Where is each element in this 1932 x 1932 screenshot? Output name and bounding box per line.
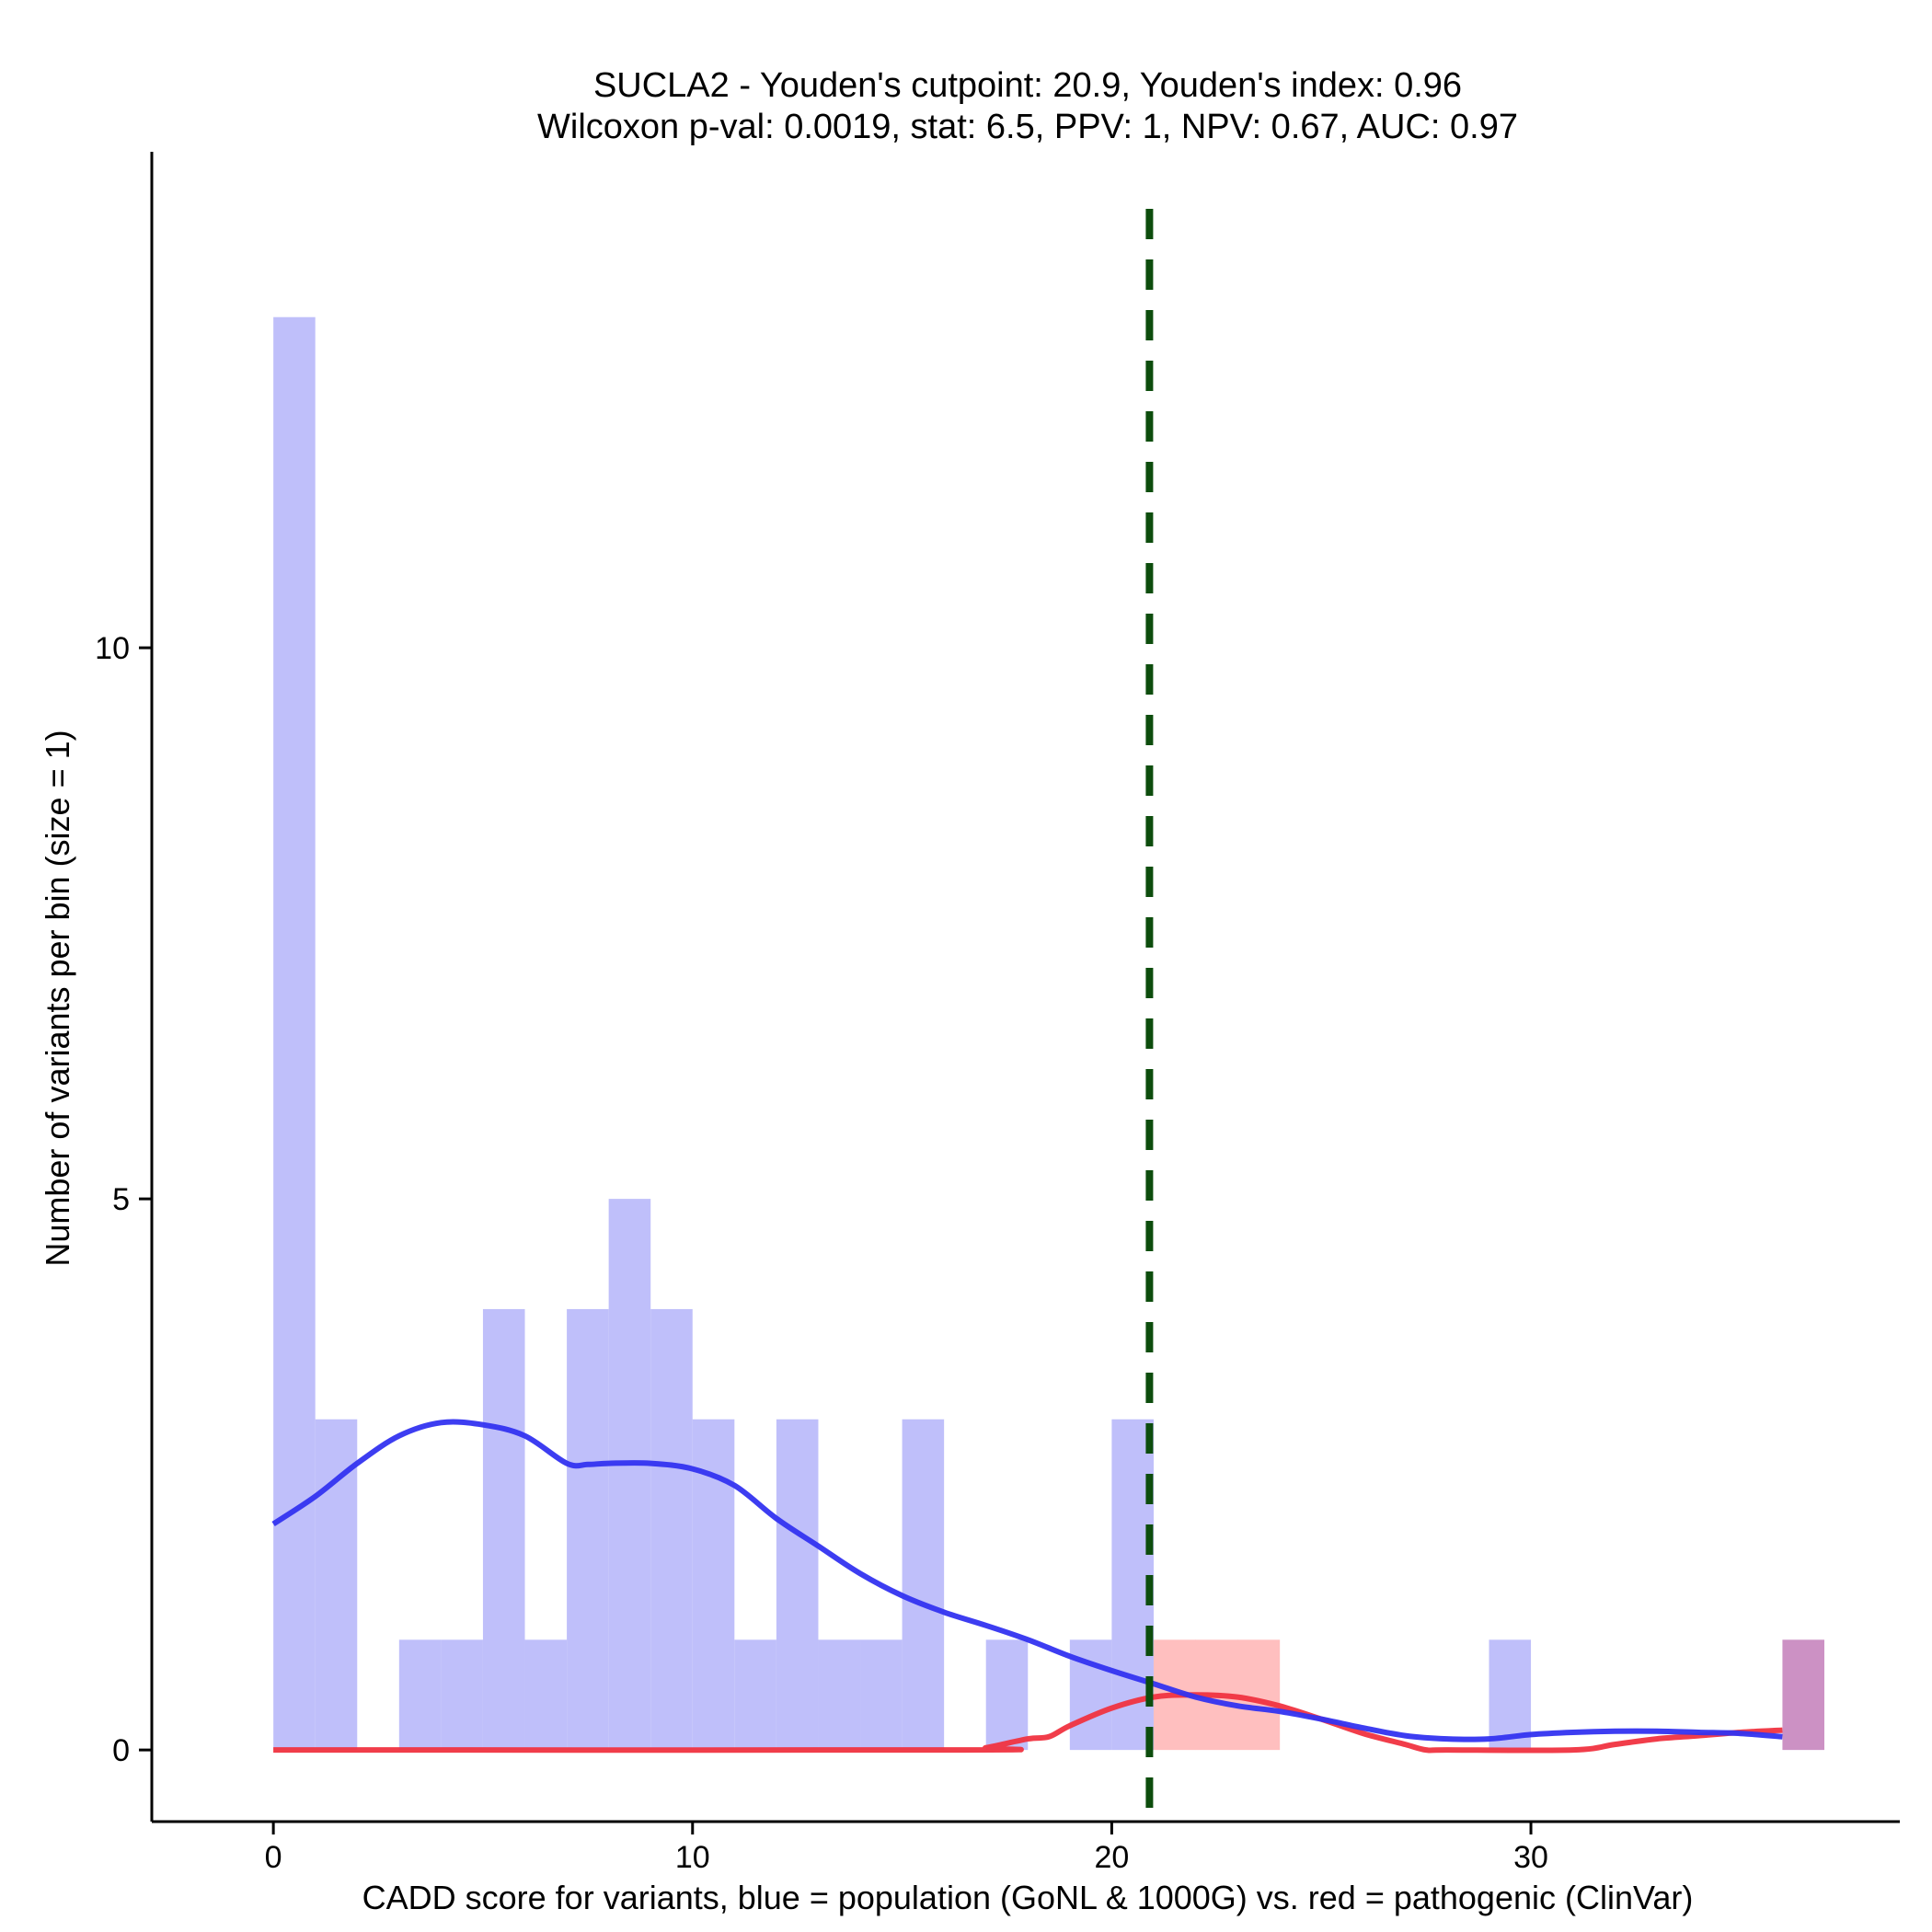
x-tick-label-20: 20 <box>1094 1840 1129 1875</box>
bar-overlap-36 <box>1782 1639 1824 1751</box>
bar-population-5 <box>482 1308 525 1751</box>
bar-population-14 <box>860 1639 903 1751</box>
chart-title-line1: SUCLA2 - Youden's cutpoint: 20.9, Youden… <box>593 66 1462 105</box>
y-axis-label: Number of variants per bin (size = 1) <box>39 730 76 1266</box>
bar-population-13 <box>818 1639 861 1751</box>
y-tick-label-10: 10 <box>95 631 130 666</box>
tick-labels: 0 10 20 30 0 5 10 <box>95 631 1548 1875</box>
axes <box>139 152 1900 1834</box>
density-line-population <box>271 1419 1783 1742</box>
bar-population-1 <box>315 1419 358 1751</box>
y-tick-label-5: 5 <box>112 1182 130 1217</box>
chart-title-line2: Wilcoxon p-val: 0.0019, stat: 6.5, PPV: … <box>537 108 1518 146</box>
density-curves <box>271 1419 1783 1754</box>
bar-population-11 <box>734 1639 776 1751</box>
density-line-pathogenic <box>273 1692 1783 1754</box>
x-axis-label: CADD score for variants, blue = populati… <box>362 1879 1694 1916</box>
bar-population-4 <box>441 1639 483 1751</box>
x-tick-label-0: 0 <box>265 1840 282 1875</box>
bar-population-7 <box>567 1308 609 1751</box>
x-tick-label-30: 30 <box>1513 1840 1548 1875</box>
bar-population-8 <box>608 1199 651 1751</box>
bar-population-17 <box>985 1639 1029 1751</box>
bar-population-3 <box>398 1639 442 1751</box>
bar-population-29 <box>1489 1639 1532 1751</box>
bar-population-0 <box>273 316 316 1751</box>
bar-population-12 <box>776 1419 819 1751</box>
x-tick-label-10: 10 <box>675 1840 710 1875</box>
bar-population-6 <box>524 1639 568 1751</box>
histogram-bars <box>273 316 1824 1751</box>
y-tick-label-0: 0 <box>112 1733 130 1768</box>
bar-pathogenic-23 <box>1237 1639 1281 1751</box>
bar-population-15 <box>902 1419 945 1751</box>
bar-population-9 <box>650 1308 693 1751</box>
